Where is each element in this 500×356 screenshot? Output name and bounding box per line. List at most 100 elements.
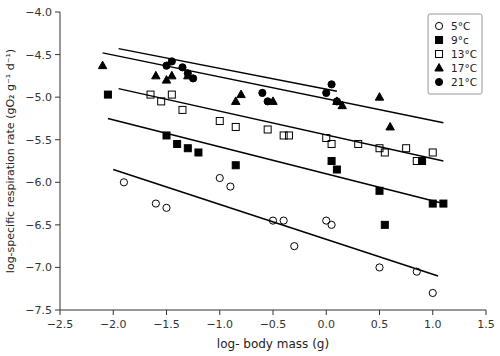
y-tick (55, 12, 60, 13)
x-tick (432, 310, 433, 315)
legend-marker (435, 78, 442, 85)
point (168, 58, 175, 65)
point (323, 89, 330, 96)
regression-line (108, 118, 443, 203)
y-tick-label: −7.0 (25, 261, 52, 274)
point (152, 200, 159, 207)
x-axis-label: log- body mass (g) (217, 337, 329, 351)
y-tick-label: −4.0 (25, 6, 52, 19)
legend-marker (436, 51, 443, 58)
x-tick (60, 310, 61, 315)
legend-label: 5°C (451, 20, 470, 32)
point (381, 149, 388, 156)
point (328, 81, 335, 88)
point (333, 97, 341, 105)
x-tick-label: −0.5 (260, 318, 287, 331)
point (403, 145, 410, 152)
x-tick-label: −2.0 (100, 318, 127, 331)
x-tick-label: −1.0 (206, 318, 233, 331)
y-tick-label: −5.0 (25, 91, 52, 104)
point (104, 91, 111, 98)
point (152, 71, 160, 79)
point (163, 204, 170, 211)
y-tick (55, 97, 60, 98)
point (413, 268, 420, 275)
legend: 5°C9°c13°C17°C21°C (428, 14, 482, 94)
y-tick-label: −7.5 (25, 304, 52, 317)
x-tick-label: 0.0 (318, 318, 336, 331)
regression-line (103, 53, 444, 123)
y-axis-label: log-specific respiration rate (gO₂ g⁻¹ d… (4, 49, 17, 273)
point (179, 106, 186, 113)
point (163, 132, 170, 139)
point (328, 158, 335, 165)
legend-marker (435, 22, 442, 29)
regression-line (119, 89, 444, 161)
point (280, 217, 287, 224)
point (328, 221, 335, 228)
point (264, 98, 271, 105)
point (184, 145, 191, 152)
y-tick-label: −6.0 (25, 176, 52, 189)
chart: −2.5 −2.0 −1.5 −1.0 −0.5 0.0 0.5 1.0 1.5 −7.5 −7.0… (0, 0, 500, 356)
x-tick-label: 0.5 (371, 318, 389, 331)
y-tick-label: −5.5 (25, 134, 52, 147)
point (419, 158, 426, 165)
point (333, 166, 340, 173)
point (120, 179, 127, 186)
legend-box (428, 14, 482, 94)
legend-label: 13°C (451, 48, 477, 60)
point (195, 149, 202, 156)
x-tick-label: 1.0 (424, 318, 442, 331)
x-tick (326, 310, 327, 315)
point (413, 158, 420, 165)
point (269, 217, 276, 224)
point (291, 243, 298, 250)
regression-line (113, 170, 438, 276)
point (328, 140, 335, 147)
plot-area (98, 49, 447, 297)
point (98, 61, 106, 69)
point (333, 98, 340, 105)
point (264, 126, 271, 133)
y-tick-label: −6.5 (25, 219, 52, 232)
y-tick (55, 224, 60, 225)
point (429, 200, 436, 207)
x-tick (113, 310, 114, 315)
point (376, 187, 383, 194)
point (280, 132, 287, 139)
point (232, 123, 239, 130)
y-tick (55, 267, 60, 268)
point (381, 221, 388, 228)
point (375, 93, 383, 101)
x-tick-label: 1.5 (477, 318, 495, 331)
x-tick (379, 310, 380, 315)
point (147, 91, 154, 98)
point (440, 200, 447, 207)
point (285, 132, 292, 139)
legend-marker (435, 64, 443, 72)
y-tick (55, 139, 60, 140)
point (216, 174, 223, 181)
point (429, 289, 436, 296)
legend-label: 21°C (451, 76, 477, 88)
x-tick (486, 310, 487, 315)
point (376, 145, 383, 152)
point (168, 71, 176, 79)
point (429, 149, 436, 156)
x-tick (219, 310, 220, 315)
point (168, 91, 175, 98)
point (179, 64, 186, 71)
point (158, 98, 165, 105)
x-tick (166, 310, 167, 315)
legend-label: 17°C (451, 62, 477, 74)
x-tick-label: −2.5 (47, 318, 74, 331)
point (355, 140, 362, 147)
point (376, 264, 383, 271)
regression-line (119, 49, 337, 92)
legend-marker (436, 37, 443, 44)
y-tick (55, 310, 60, 311)
point (227, 183, 234, 190)
point (237, 90, 245, 98)
x-tick-label: −1.5 (153, 318, 180, 331)
